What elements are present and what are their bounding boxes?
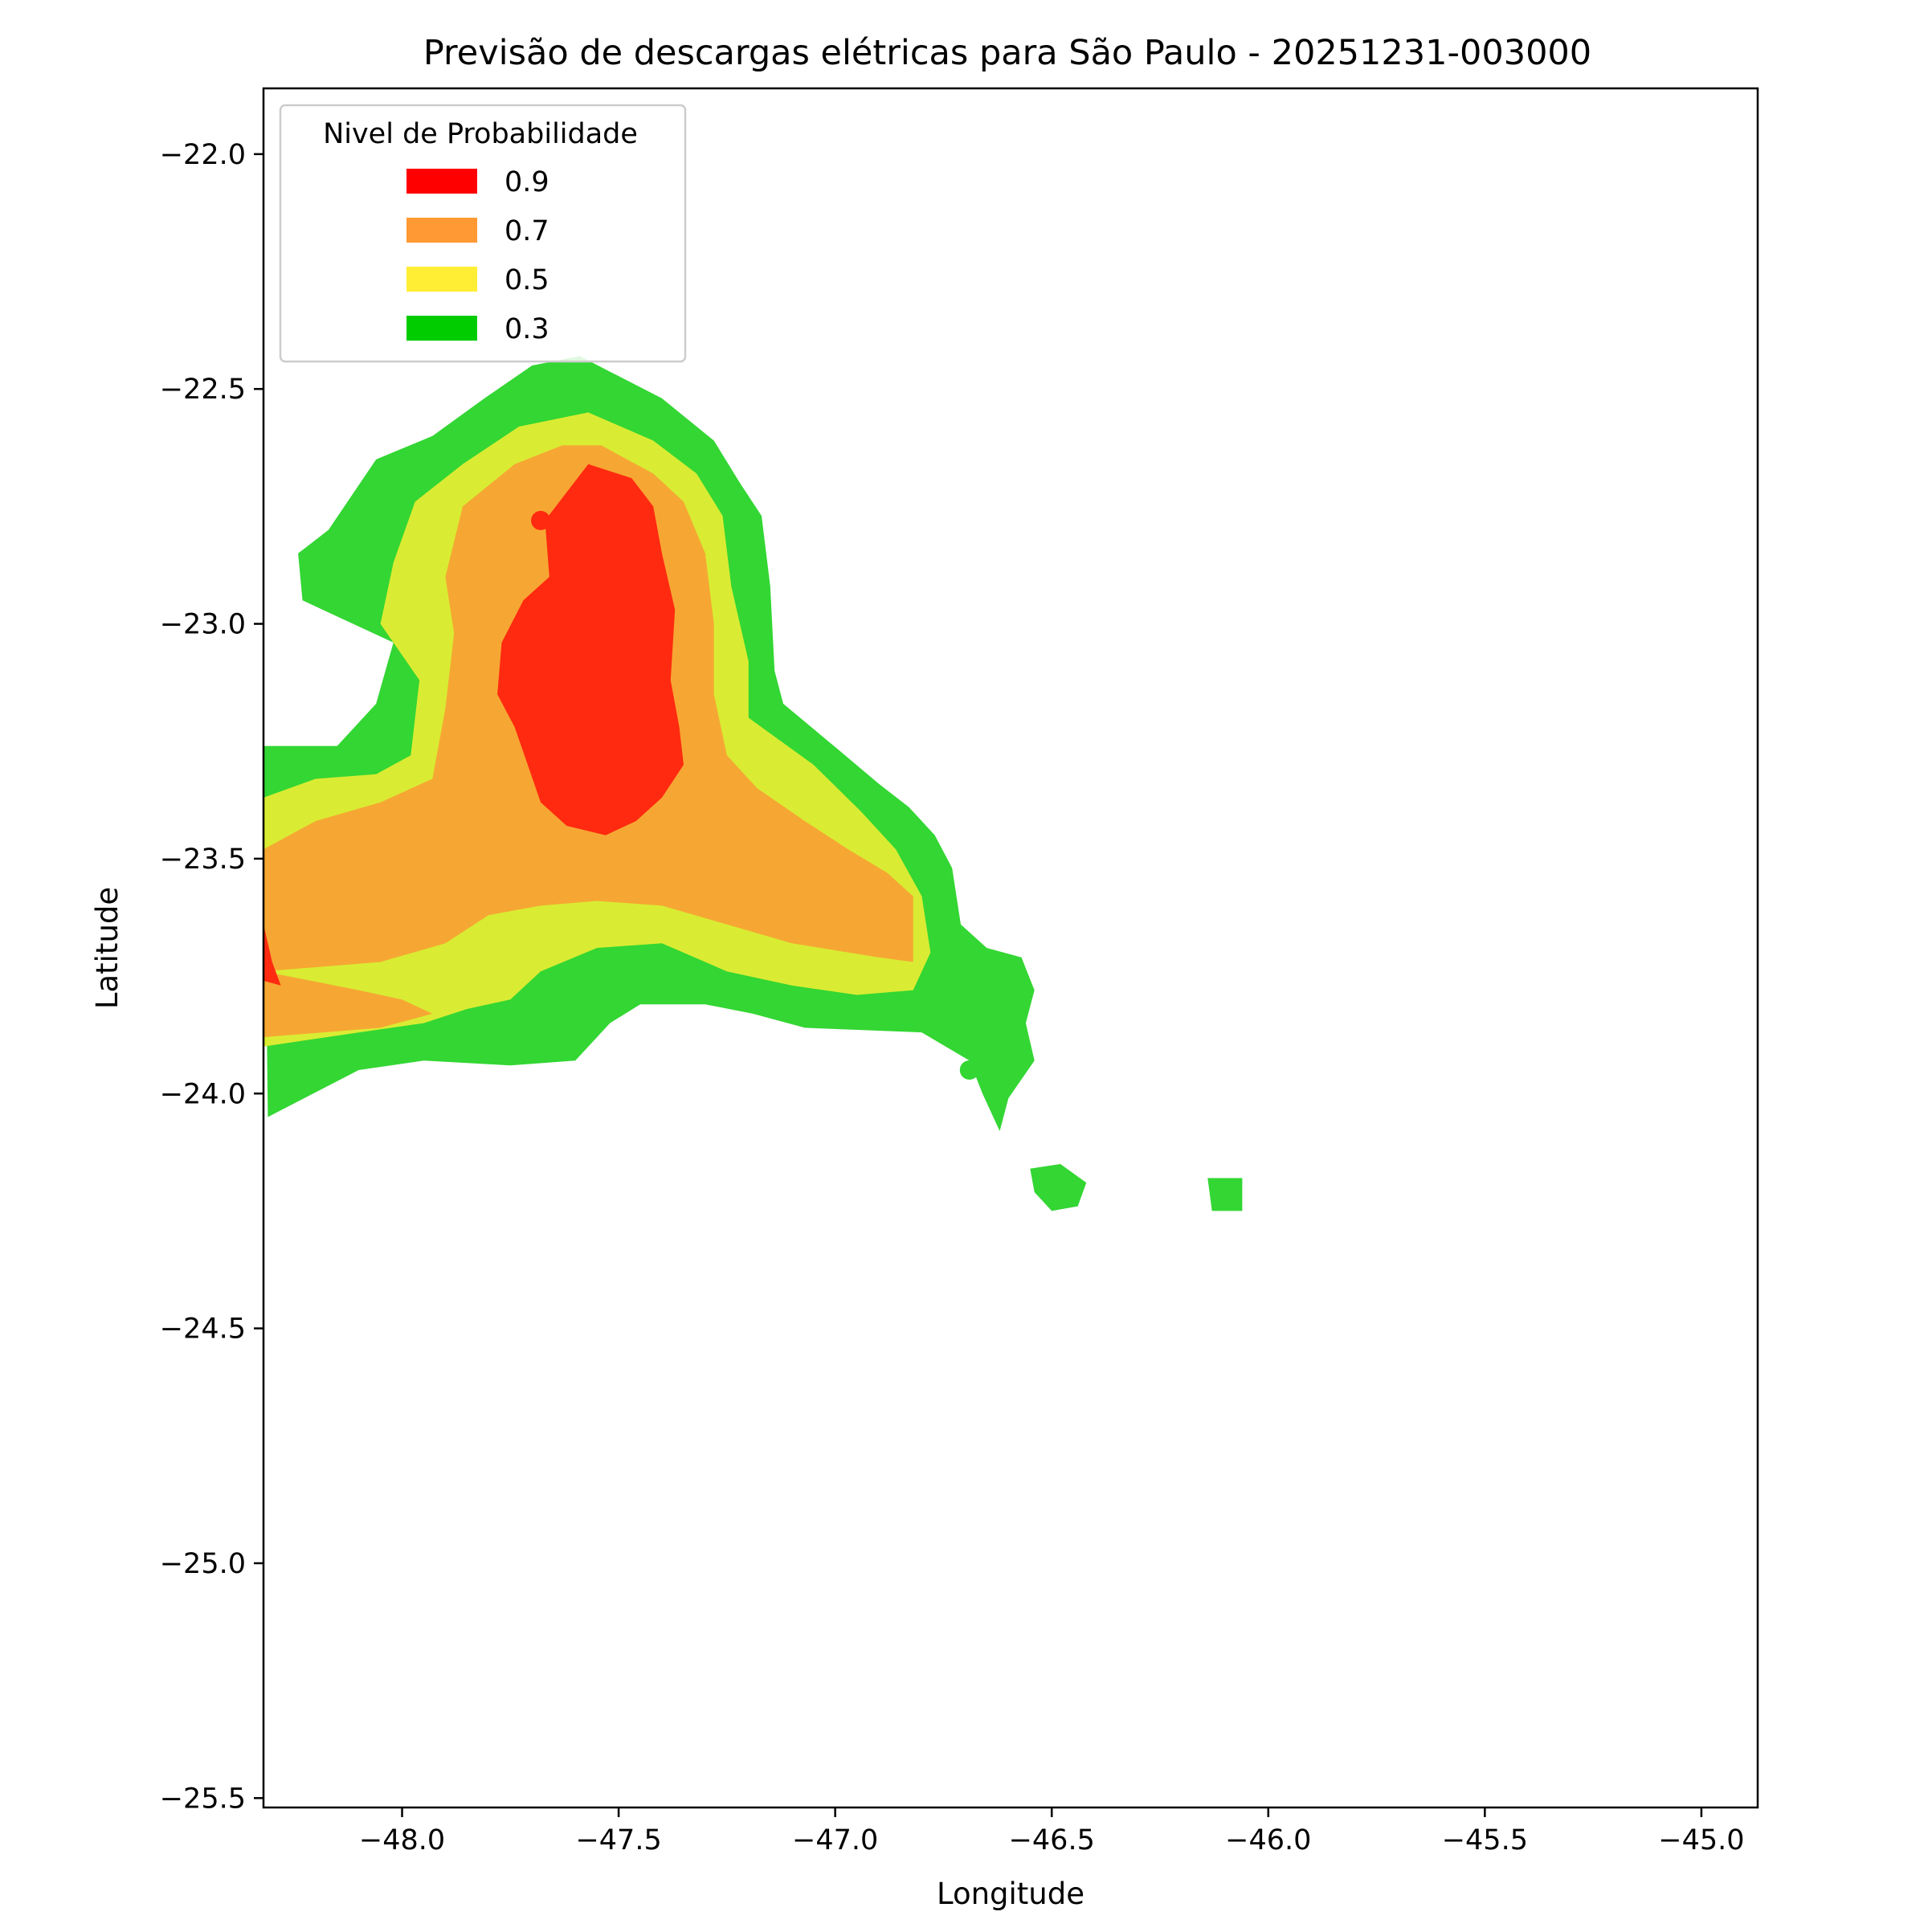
contour-region-0-3-1 <box>1030 1164 1087 1211</box>
y-tick-label: −25.0 <box>160 1548 246 1580</box>
y-axis: −22.0 −22.5 −23.0 −23.5 −24.0 −24.5 −25.0 −25.5 <box>160 139 263 1815</box>
point-marker-2 <box>959 1060 979 1080</box>
y-tick-label: −22.0 <box>160 139 246 171</box>
point-marker-1 <box>314 844 334 864</box>
x-tick-label: −47.0 <box>792 1824 878 1856</box>
y-tick-label: −24.0 <box>160 1078 246 1110</box>
legend-box <box>279 104 687 363</box>
legend-label-0: 0.9 <box>504 166 549 198</box>
legend-swatch-3 <box>406 316 477 341</box>
y-tick-label: −23.0 <box>160 609 246 641</box>
contour-region-0-9-0 <box>497 464 684 835</box>
legend-label-3: 0.3 <box>504 313 549 345</box>
contour-region-0-7-1 <box>263 971 433 1038</box>
x-axis: −48.0 −47.5 −47.0 −46.5 −46.0 −45.5 −45.0 <box>359 1807 1745 1856</box>
legend-swatch-1 <box>406 218 477 243</box>
plot-frame <box>262 87 1759 1809</box>
x-tick-label: −47.5 <box>575 1824 661 1856</box>
point-marker-0 <box>531 510 551 530</box>
legend-label-2: 0.5 <box>504 264 549 296</box>
y-tick-label: −23.5 <box>160 843 246 876</box>
y-axis-label: Latitude <box>90 887 125 1009</box>
contour-region-0-9-1 <box>263 924 281 986</box>
legend-label-1: 0.7 <box>504 215 549 247</box>
legend: Nivel de Probabilidade 0.9 0.7 0.5 0.3 <box>279 104 687 363</box>
contour-region-0-3-2 <box>1207 1178 1243 1211</box>
x-tick-label: −45.5 <box>1442 1824 1528 1856</box>
legend-entries: 0.9 0.7 0.5 0.3 <box>406 166 549 345</box>
x-tick-label: −45.0 <box>1658 1824 1744 1856</box>
x-tick-label: −48.0 <box>359 1824 445 1856</box>
x-tick-label: −46.0 <box>1225 1824 1311 1856</box>
plot-area <box>263 356 1243 1211</box>
chart-title: Previsão de descargas elétricas para São… <box>423 33 1591 73</box>
legend-swatch-2 <box>406 267 477 292</box>
x-axis-label: Longitude <box>937 1877 1084 1911</box>
contour-fills <box>263 356 1243 1211</box>
legend-swatch-0 <box>406 169 477 194</box>
x-tick-label: −46.5 <box>1009 1824 1095 1856</box>
legend-title: Nivel de Probabilidade <box>323 118 638 150</box>
y-tick-label: −25.5 <box>160 1783 246 1815</box>
y-tick-label: −22.5 <box>160 374 246 406</box>
contour-markers <box>314 510 979 1080</box>
y-tick-label: −24.5 <box>160 1313 246 1346</box>
